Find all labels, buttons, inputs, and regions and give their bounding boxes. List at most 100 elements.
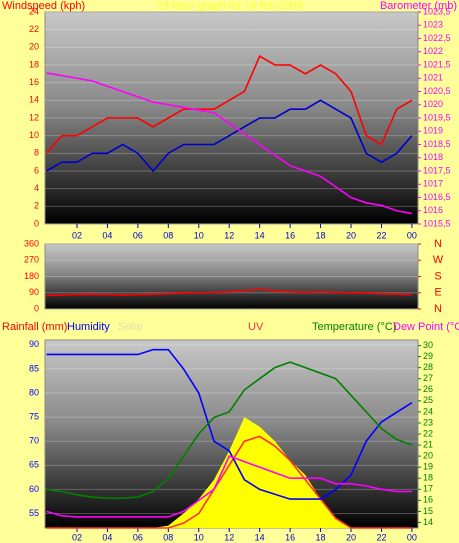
line: [46, 455, 412, 518]
x-tick-label: 22: [376, 532, 386, 542]
y-axis-label: Rainfall (mm): [2, 321, 67, 333]
x-tick-label: 22: [376, 230, 386, 240]
y2-tick-label: 30: [423, 340, 433, 350]
line: [46, 99, 413, 173]
x-tick-label: 10: [194, 532, 204, 542]
y-tick-label: 90: [29, 339, 39, 349]
y-tick-label: 55: [29, 508, 39, 518]
y-tick-label: 10: [29, 130, 39, 140]
y2-tick-label: 17: [423, 484, 433, 494]
x-tick-label: 10: [194, 230, 204, 240]
y2-tick-label: 1018,5: [423, 139, 451, 149]
y2-tick-label: N: [434, 238, 442, 250]
x-tick-label: 18: [316, 532, 326, 542]
x-tick-label: 20: [346, 532, 356, 542]
y2-tick-label: 1017,5: [423, 165, 451, 175]
y-tick-label: 360: [24, 238, 39, 248]
y2-tick-label: 16: [423, 495, 433, 505]
y2-tick-label: 1016: [423, 205, 443, 215]
x-tick-label: 12: [224, 532, 234, 542]
y2-tick-label: 1016,5: [423, 192, 451, 202]
y-tick-label: 12: [29, 112, 39, 122]
y-tick-label: 70: [29, 436, 39, 446]
series-label: UV: [248, 321, 264, 333]
x-tick-label: 18: [316, 230, 326, 240]
y2-tick-label: 1021,5: [423, 59, 451, 69]
y2-tick-label: 24: [423, 406, 433, 416]
plot-area: [44, 243, 419, 310]
x-tick-label: 04: [102, 230, 112, 240]
y2-tick-label: 21: [423, 439, 433, 449]
x-tick-label: 08: [163, 230, 173, 240]
y2-tick-label: 27: [423, 373, 433, 383]
x-tick-label: 06: [133, 230, 143, 240]
y2-tick-label: W: [433, 254, 444, 266]
y-tick-label: 22: [29, 24, 39, 34]
y2-tick-label: 14: [423, 517, 433, 527]
line: [46, 348, 413, 500]
y2-tick-label: 1017: [423, 179, 443, 189]
y-tick-label: 8: [34, 148, 39, 158]
y2-tick-label: E: [434, 287, 441, 299]
series-label: Solar: [118, 321, 144, 333]
y2-tick-label: 25: [423, 395, 433, 405]
y2-tick-label: S: [434, 270, 441, 282]
y-tick-label: 2: [34, 201, 39, 211]
y-tick-label: 4: [34, 183, 39, 193]
y2-tick-label: 22: [423, 428, 433, 438]
y-tick-label: 75: [29, 412, 39, 422]
y2-tick-label: 1018: [423, 152, 443, 162]
line: [46, 435, 412, 529]
y-tick-label: 180: [24, 271, 39, 281]
y2-tick-label: 1023: [423, 20, 443, 30]
y-tick-label: 18: [29, 59, 39, 69]
x-tick-label: 02: [72, 230, 82, 240]
y2-tick-label: 15: [423, 506, 433, 516]
x-tick-label: 16: [285, 230, 295, 240]
x-tick-label: 06: [133, 532, 143, 542]
y2-tick-label: N: [434, 303, 442, 315]
y2-tick-label: 23: [423, 417, 433, 427]
series-label: Dew Point (°C): [393, 321, 459, 333]
x-tick-label: 02: [72, 532, 82, 542]
y-tick-label: 6: [34, 165, 39, 175]
y2-tick-label: 29: [423, 351, 433, 361]
y-tick-label: 80: [29, 387, 39, 397]
y-tick-label: 60: [29, 484, 39, 494]
series-label: Temperature (°C): [312, 321, 396, 333]
y2-tick-label: 28: [423, 362, 433, 372]
x-tick-label: 14: [255, 532, 265, 542]
y2-axis-label: Barometer (mb): [380, 0, 457, 12]
y2-tick-label: 1021: [423, 73, 443, 83]
x-tick-label: 20: [346, 230, 356, 240]
y2-tick-label: 1023,5: [423, 6, 451, 16]
y2-tick-label: 1015,5: [423, 218, 451, 228]
y-tick-label: 14: [29, 95, 39, 105]
y2-tick-label: 18: [423, 473, 433, 483]
x-tick-label: 16: [285, 532, 295, 542]
y-tick-label: 65: [29, 460, 39, 470]
y2-tick-label: 26: [423, 384, 433, 394]
series-label: Humidity: [67, 321, 110, 333]
y2-tick-label: 19: [423, 462, 433, 472]
y2-tick-label: 20: [423, 450, 433, 460]
y-tick-label: 16: [29, 77, 39, 87]
y-tick-label: 24: [29, 6, 39, 16]
y-tick-label: 270: [24, 255, 39, 265]
y-tick-label: 90: [29, 287, 39, 297]
x-tick-label: 00: [407, 532, 417, 542]
y2-tick-label: 1022: [423, 46, 443, 56]
y-tick-label: 0: [34, 218, 39, 228]
y2-tick-label: 1022,5: [423, 33, 451, 43]
x-tick-label: 04: [102, 532, 112, 542]
x-tick-label: 14: [255, 230, 265, 240]
y-tick-label: 20: [29, 42, 39, 52]
chart-title: 24 hour graph for 14 feb 2008: [157, 0, 303, 12]
x-tick-label: 00: [407, 230, 417, 240]
y2-tick-label: 1019: [423, 126, 443, 136]
x-tick-label: 08: [163, 532, 173, 542]
line: [46, 288, 412, 297]
y-tick-label: 85: [29, 363, 39, 373]
y2-tick-label: 1020: [423, 99, 443, 109]
